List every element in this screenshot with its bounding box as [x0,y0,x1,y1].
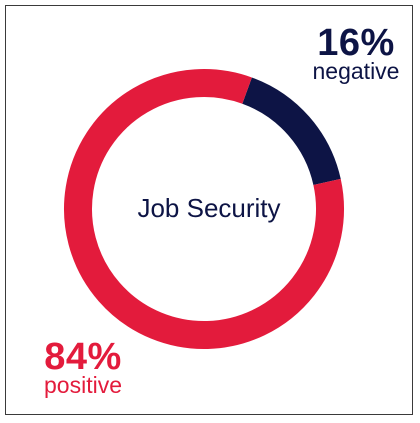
chart-frame: Job Security 16% negative 84% positive [5,5,413,415]
center-label: Job Security [137,193,281,223]
donut-chart [64,69,344,349]
positive-caption: positive [44,372,122,398]
donut-slice-positive [64,69,344,349]
negative-percentage: 16% [317,22,395,64]
negative-caption: negative [312,58,400,84]
negative-stat: 16% negative [298,24,414,83]
positive-stat: 84% positive [24,338,142,397]
donut-slice-negative [241,77,341,186]
positive-percentage: 84% [44,336,122,378]
